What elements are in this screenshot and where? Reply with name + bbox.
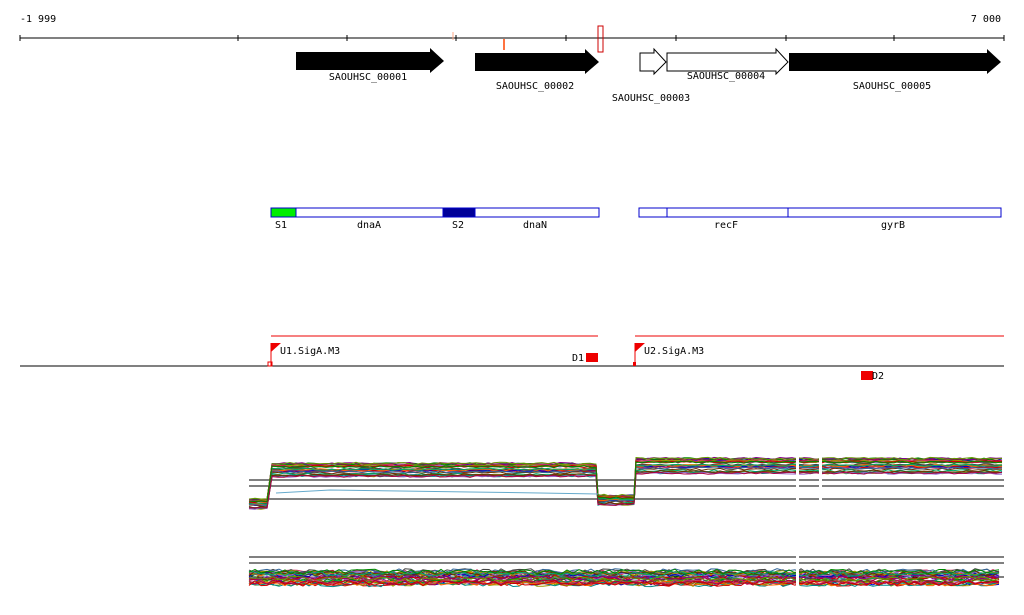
transcript-track: U1.SigA.M3 U2.SigA.M3 D1 D2 xyxy=(20,335,1004,382)
feature-label-dnaa: dnaA xyxy=(357,220,381,231)
current-view-marker[interactable] xyxy=(597,25,604,53)
gene-label: SAOUHSC_00005 xyxy=(853,81,931,92)
feature-box-s1[interactable] xyxy=(270,207,297,218)
gene-label: SAOUHSC_00002 xyxy=(496,81,574,92)
feature-label-s1: S1 xyxy=(275,220,287,231)
gene-label: SAOUHSC_00004 xyxy=(687,71,765,82)
ruler-end-label: 7 000 xyxy=(971,14,1001,25)
expression-trace xyxy=(248,570,1000,577)
ruler-start-label: -1 999 xyxy=(20,14,56,25)
tss-flag-icon[interactable] xyxy=(271,343,281,352)
profile-gap xyxy=(819,450,822,508)
expression-trace xyxy=(248,570,1000,577)
gene-saouhsc-00003[interactable]: SAOUHSC_00003 xyxy=(612,47,690,104)
expression-trace xyxy=(275,489,599,495)
gene-arrow[interactable] xyxy=(789,49,1001,74)
expression-trace xyxy=(248,469,1003,509)
expression-trace xyxy=(248,466,1003,506)
gene-saouhsc-00004[interactable]: SAOUHSC_00004 xyxy=(666,47,789,82)
feature-box-dnaa[interactable] xyxy=(295,207,444,218)
profile-gap xyxy=(796,548,799,598)
feature-box-blank[interactable] xyxy=(638,207,668,218)
tss-flag-icon[interactable] xyxy=(635,343,645,352)
feature-track: S1 dnaA S2 dnaN recF gyrB xyxy=(270,207,1002,231)
gene-track: SAOUHSC_00001 SAOUHSC_00002 SAOUHSC_0000… xyxy=(296,47,1001,104)
terminator-marker-d2[interactable] xyxy=(861,371,873,380)
coordinate-ruler: -1 999 7 000 xyxy=(19,14,1005,53)
terminator-label-d1: D1 xyxy=(572,353,584,364)
expression-trace xyxy=(248,463,1003,506)
feature-box-s2[interactable] xyxy=(442,207,476,218)
transcript-label-u2: U2.SigA.M3 xyxy=(644,346,704,357)
gene-saouhsc-00005[interactable]: SAOUHSC_00005 xyxy=(789,49,1001,92)
gene-arrow[interactable] xyxy=(639,47,667,76)
ruler-ticks xyxy=(19,35,1005,41)
tss-marker xyxy=(633,362,636,366)
profile-gap xyxy=(796,450,799,508)
expression-profile-lower xyxy=(248,556,1004,588)
expression-trace xyxy=(248,460,1003,503)
feature-label-dnan: dnaN xyxy=(523,220,547,231)
gene-label: SAOUHSC_00003 xyxy=(612,93,690,104)
terminator-label-d2: D2 xyxy=(872,371,884,382)
feature-box-recf[interactable] xyxy=(666,207,789,218)
expression-trace xyxy=(248,570,1000,577)
expression-trace xyxy=(248,580,1000,587)
transcript-label-u1: U1.SigA.M3 xyxy=(280,346,340,357)
gene-arrow[interactable] xyxy=(666,47,789,76)
gene-saouhsc-00001[interactable]: SAOUHSC_00001 xyxy=(296,48,444,83)
terminator-marker-d1[interactable] xyxy=(586,353,598,362)
gene-arrow[interactable] xyxy=(475,49,599,74)
expression-profile-upper xyxy=(248,456,1004,510)
tss-marker xyxy=(267,361,273,367)
expression-trace xyxy=(248,568,1000,575)
feature-label-recf: recF xyxy=(714,220,738,231)
gene-saouhsc-00002[interactable]: SAOUHSC_00002 xyxy=(475,49,599,92)
feature-label-s2: S2 xyxy=(452,220,464,231)
feature-label-gyrb: gyrB xyxy=(881,220,905,231)
expression-trace xyxy=(248,471,1003,509)
expression-trace xyxy=(248,456,1003,500)
expression-trace xyxy=(248,575,1000,582)
feature-box-dnan[interactable] xyxy=(474,207,600,218)
expression-trace xyxy=(248,579,1000,586)
feature-box-gyrb[interactable] xyxy=(787,207,1002,218)
gene-arrow[interactable] xyxy=(296,48,444,73)
gene-label: SAOUHSC_00001 xyxy=(329,72,407,83)
